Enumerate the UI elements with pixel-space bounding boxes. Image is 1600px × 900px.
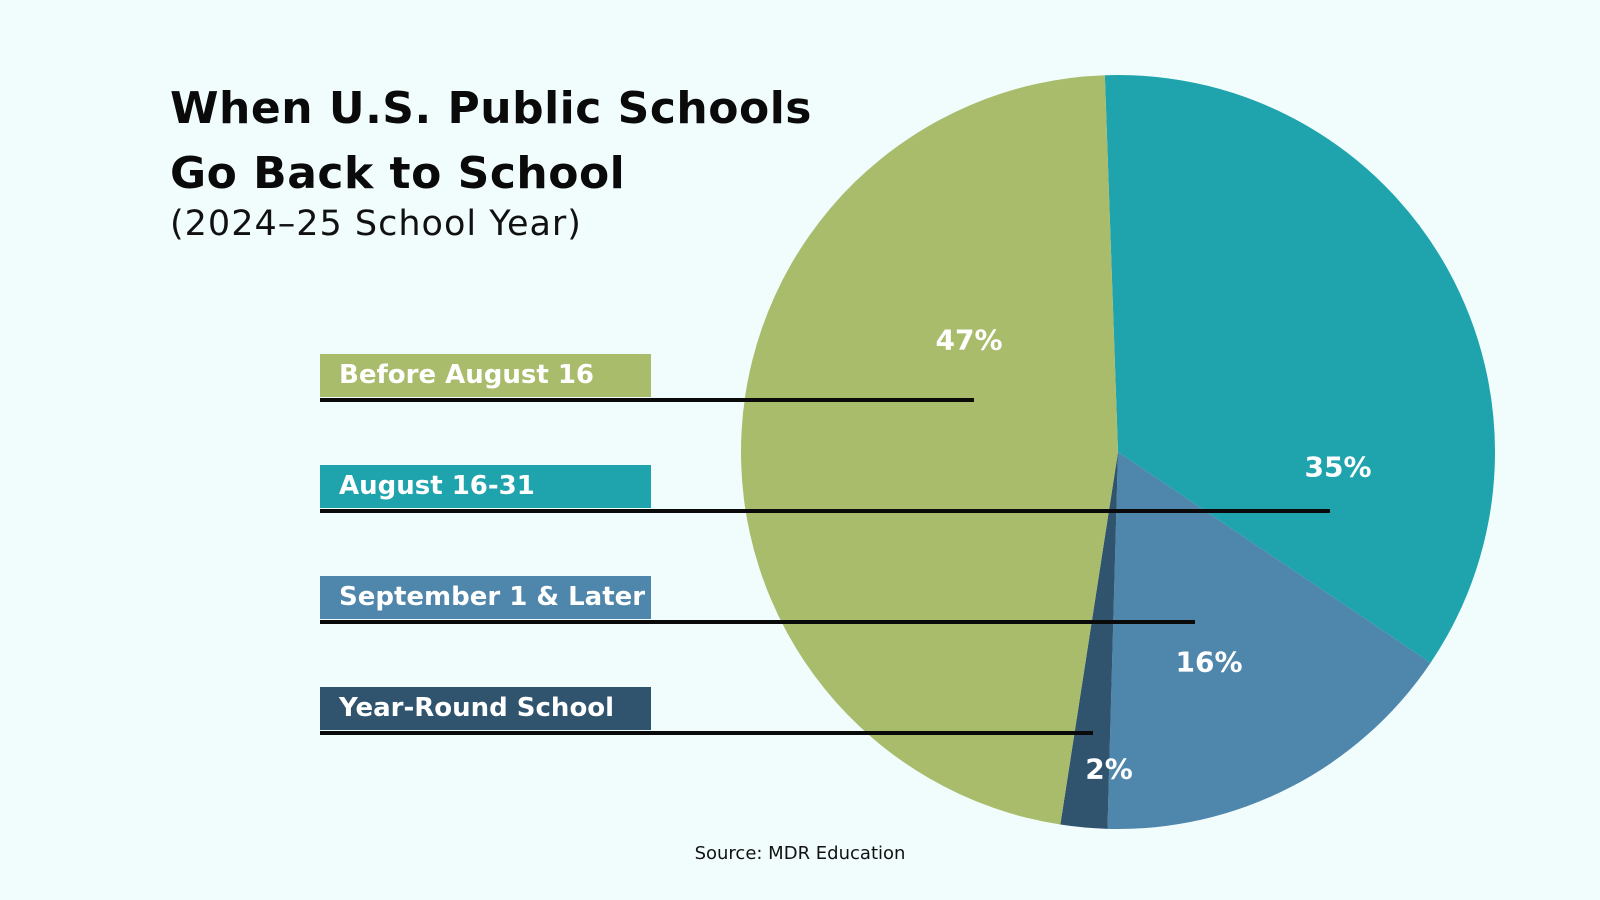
- source-note: Source: MDR Education: [694, 843, 906, 864]
- slice-value-label: 2%: [1085, 752, 1133, 786]
- leader-line: [320, 620, 1195, 624]
- legend-label: Year-Round School: [320, 687, 651, 730]
- slice-value-label: 47%: [935, 323, 1003, 357]
- title-line-1: When U.S. Public Schools: [170, 83, 812, 134]
- slice-value-label: 16%: [1175, 645, 1243, 679]
- chart-title: When U.S. Public Schools Go Back to Scho…: [170, 76, 812, 206]
- legend-label: Before August 16: [320, 354, 651, 397]
- leader-line: [320, 731, 1093, 735]
- legend-label: September 1 & Later: [320, 576, 651, 619]
- slice-value-label: 35%: [1304, 450, 1372, 484]
- pie-slice-august-16-31: [1104, 75, 1495, 663]
- leader-line: [320, 398, 974, 402]
- pie-slice-before-august-16: [741, 75, 1118, 825]
- pie-slice-september-1-later: [1107, 452, 1431, 829]
- legend-label: August 16-31: [320, 465, 651, 508]
- title-line-2: Go Back to School: [170, 148, 626, 199]
- leader-line: [320, 509, 1330, 513]
- chart-subtitle: (2024–25 School Year): [170, 204, 582, 244]
